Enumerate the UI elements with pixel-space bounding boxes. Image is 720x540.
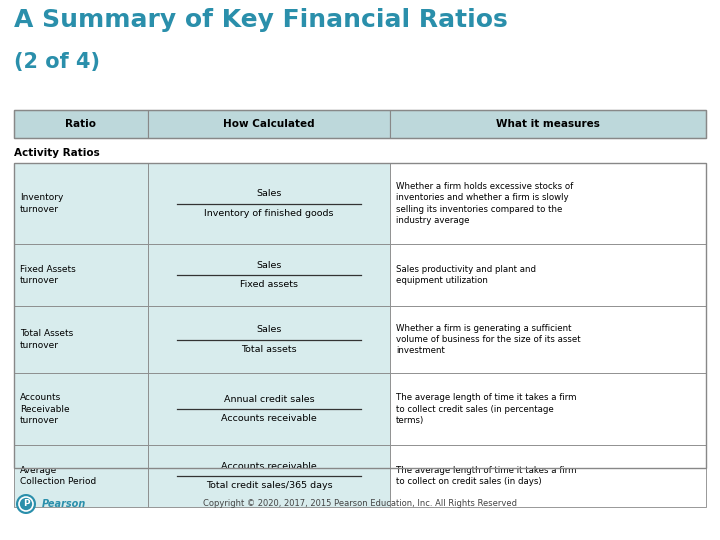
Bar — [390, 110, 706, 138]
Text: Total Assets
turnover: Total Assets turnover — [20, 329, 73, 350]
Bar — [390, 163, 706, 244]
Bar — [14, 163, 148, 244]
Bar — [148, 244, 390, 306]
Text: (2 of 4): (2 of 4) — [14, 52, 100, 72]
Text: P: P — [23, 500, 30, 509]
Text: Average
Collection Period: Average Collection Period — [20, 466, 96, 486]
Bar — [390, 373, 706, 445]
Text: Whether a firm is generating a sufficient
volume of business for the size of its: Whether a firm is generating a sufficien… — [396, 324, 580, 355]
Text: A Summary of Key Financial Ratios: A Summary of Key Financial Ratios — [14, 8, 508, 32]
Bar — [14, 306, 148, 373]
Bar — [14, 244, 148, 306]
Text: Fixed Assets
turnover: Fixed Assets turnover — [20, 265, 76, 285]
Text: Inventory of finished goods: Inventory of finished goods — [204, 208, 334, 218]
Text: Fixed assets: Fixed assets — [240, 280, 298, 289]
Text: The average length of time it takes a firm
to collect on credit sales (in days): The average length of time it takes a fi… — [396, 466, 577, 486]
Circle shape — [16, 494, 36, 514]
Text: What it measures: What it measures — [496, 119, 600, 129]
Bar — [14, 110, 706, 138]
Bar — [148, 373, 390, 445]
Text: How Calculated: How Calculated — [223, 119, 315, 129]
Bar — [148, 445, 390, 507]
Text: Whether a firm holds excessive stocks of
inventories and whether a firm is slowl: Whether a firm holds excessive stocks of… — [396, 183, 573, 225]
Text: Pearson: Pearson — [42, 499, 86, 509]
Bar — [14, 110, 148, 138]
Text: Accounts receivable: Accounts receivable — [221, 462, 317, 471]
Text: Annual credit sales: Annual credit sales — [224, 395, 315, 404]
Text: Copyright © 2020, 2017, 2015 Pearson Education, Inc. All Rights Reserved: Copyright © 2020, 2017, 2015 Pearson Edu… — [203, 500, 517, 509]
Text: Ratio: Ratio — [66, 119, 96, 129]
Bar — [14, 445, 148, 507]
Bar — [390, 306, 706, 373]
Bar — [390, 244, 706, 306]
Text: Sales productivity and plant and
equipment utilization: Sales productivity and plant and equipme… — [396, 265, 536, 285]
Bar — [148, 306, 390, 373]
Text: Sales: Sales — [256, 261, 282, 270]
Text: Sales: Sales — [256, 190, 282, 199]
Text: Inventory
turnover: Inventory turnover — [20, 193, 63, 214]
Bar — [390, 445, 706, 507]
Text: Total assets: Total assets — [241, 345, 297, 354]
Text: Accounts receivable: Accounts receivable — [221, 414, 317, 423]
Text: Sales: Sales — [256, 326, 282, 334]
Bar — [148, 110, 390, 138]
Bar — [14, 373, 148, 445]
Text: Total credit sales/365 days: Total credit sales/365 days — [206, 481, 333, 490]
Text: Accounts
Receivable
turnover: Accounts Receivable turnover — [20, 393, 70, 425]
Text: The average length of time it takes a firm
to collect credit sales (in percentag: The average length of time it takes a fi… — [396, 394, 577, 424]
Bar — [14, 163, 706, 468]
Bar — [148, 163, 390, 244]
Text: Activity Ratios: Activity Ratios — [14, 148, 100, 158]
